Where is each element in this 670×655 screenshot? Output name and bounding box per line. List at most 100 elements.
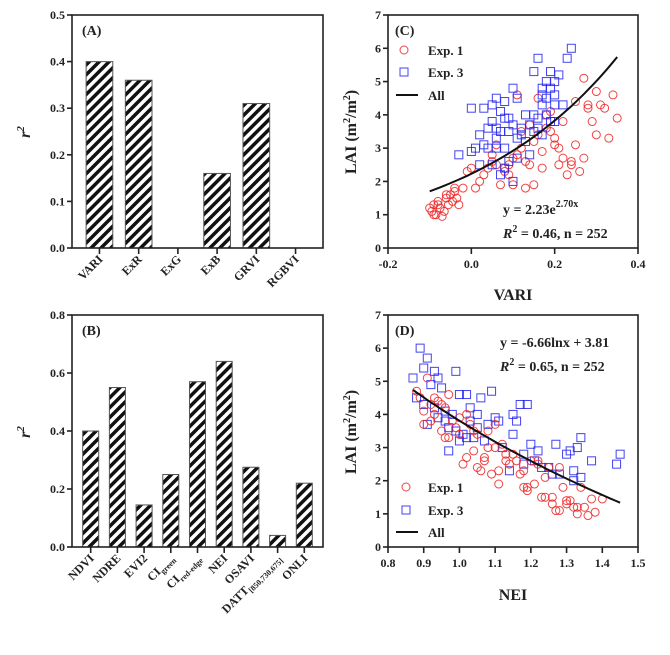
- panel-d-point-exp1: [522, 482, 532, 492]
- panel-d-point-exp1: [579, 502, 589, 512]
- panel-c-scatter: 0 1 2 3 4 5 6 7 -0.2 0.0 0.2 0.4 (C) Exp. 1 Exp. 3 …: [342, 8, 646, 304]
- panel-c-point-exp3: [508, 176, 518, 186]
- panel-d-point-exp3: [437, 383, 447, 393]
- panel-c-point-exp3: [566, 43, 576, 53]
- panel-d-point-exp1: [572, 502, 582, 512]
- panel-d-point-exp3: [508, 429, 518, 439]
- panel-c-point-exp3: [500, 143, 510, 153]
- panel-d-point-exp3: [576, 433, 586, 443]
- panel-c-point-exp3: [466, 103, 476, 113]
- panel-d-xtick-label: 1.4: [595, 556, 610, 570]
- panel-d-point-exp3: [533, 446, 543, 456]
- panel-d-point-exp3: [415, 343, 425, 353]
- panel-c-ytick-label: 3: [375, 141, 381, 155]
- panel-d-xtick-label: 0.9: [416, 556, 431, 570]
- panel-d-point-exp1: [494, 466, 504, 476]
- panel-c-point-exp1: [458, 183, 468, 193]
- panel-c-point-exp1: [431, 210, 441, 220]
- panel-d-r2: R2 = 0.65, n = 252: [499, 357, 605, 375]
- panel-c-plot-frame: [387, 14, 639, 249]
- panel-d-equation: y = -6.66lnx + 3.81: [500, 336, 609, 351]
- panel-c-point-exp1: [452, 193, 462, 203]
- panel-c-point-exp3: [541, 110, 551, 120]
- panel-c-point-exp3: [537, 90, 547, 100]
- panel-c-fit-line: [429, 56, 618, 193]
- panel-d-point-exp1: [444, 390, 454, 400]
- panel-c-point-exp1: [591, 130, 601, 140]
- panel-a-xtick-label: GRVI: [231, 252, 263, 284]
- panel-d-point-exp1: [444, 433, 454, 443]
- panel-d-point-exp3: [487, 386, 497, 396]
- panel-d-scatter: 0 1 2 3 4 5 6 7 0.8 0.9 1.0 1.1 1.2 1.3 1.4 1.5 (D) y =…: [342, 308, 646, 604]
- panel-b-ytick-label: 0.8: [50, 308, 65, 322]
- legend-exp1-marker: [399, 45, 409, 55]
- panel-c-point-exp3: [487, 100, 497, 110]
- panel-c-point-exp3: [521, 136, 530, 146]
- panel-d-point-exp3: [569, 466, 579, 476]
- panel-b-bar-ndre: [108, 387, 126, 548]
- panel-c-point-exp3: [491, 143, 501, 153]
- legend-exp1-label: Exp. 1: [428, 480, 463, 495]
- panel-c-point-exp3: [529, 110, 539, 120]
- panel-d-point-exp3: [451, 366, 461, 376]
- panel-d-point-exp1: [533, 459, 543, 469]
- panel-d-point-exp3: [587, 456, 597, 466]
- panel-d-point-exp1: [419, 419, 429, 429]
- panel-d-point-exp1: [572, 509, 582, 519]
- panel-d-point-exp1: [562, 496, 572, 506]
- panel-c-point-exp3: [491, 123, 501, 133]
- panel-c-point-exp3: [550, 117, 560, 127]
- panel-d-point-exp1: [554, 462, 564, 472]
- panel-c-point-exp1: [558, 153, 568, 163]
- panel-d-point-exp1: [501, 449, 511, 459]
- panel-c-point-exp1: [591, 87, 601, 97]
- panel-d-point-exp3: [422, 353, 432, 363]
- panel-d-ytick-label: 5: [375, 374, 381, 388]
- panel-a-xtick-label: ExR: [119, 252, 145, 278]
- panel-c-point-exp3: [562, 53, 572, 63]
- panel-b-xtick-label: OSAVI: [221, 551, 257, 587]
- panel-c-point-exp1: [579, 153, 589, 163]
- panel-d-y-axis-label: LAI (m2/m2): [342, 390, 360, 474]
- panel-d-point-exp1: [558, 482, 568, 492]
- panel-c-point-exp1: [583, 103, 593, 113]
- panel-d-ytick-label: 7: [375, 308, 381, 322]
- panel-d-point-exp1: [494, 479, 504, 489]
- panel-d-point-exp3: [454, 390, 464, 400]
- panel-c-ytick-label: 0: [375, 241, 381, 255]
- panel-c-point-exp1: [479, 170, 489, 180]
- panel-c-point-exp3: [529, 67, 539, 77]
- panel-d-point-exp1: [490, 419, 500, 429]
- panel-c-point-exp1: [429, 210, 439, 220]
- panel-c-legend: Exp. 1 Exp. 3 All: [396, 43, 464, 103]
- panel-c-point-exp1: [554, 160, 564, 170]
- panel-a-ytick-label: 0.3: [50, 101, 65, 115]
- panel-c-point-exp1: [537, 146, 547, 156]
- panel-b-bar-cigreen: [162, 474, 180, 548]
- panel-d-x-axis-label: NEI: [499, 587, 527, 604]
- panel-c-point-exp1: [433, 200, 443, 210]
- panel-d-point-exp1: [419, 406, 429, 416]
- panel-d-point-exp3: [576, 472, 586, 482]
- panel-d-point-exp3: [444, 446, 454, 456]
- panel-a-xtick-label: ExG: [158, 252, 184, 278]
- legend-exp1-label: Exp. 1: [428, 43, 463, 58]
- panel-b-bar-cired-edge: [188, 381, 207, 548]
- panel-d-point-exp1: [583, 511, 593, 521]
- panel-c-point-exp1: [604, 133, 614, 143]
- panel-a-ytick-label: 0.1: [50, 194, 65, 208]
- panel-d-point-exp3: [615, 449, 625, 459]
- panel-b-bar-osavi: [242, 466, 260, 548]
- legend-exp3-marker: [401, 505, 411, 515]
- panel-d-ytick-label: 4: [375, 407, 381, 421]
- panel-c-point-exp1: [521, 183, 530, 193]
- panel-d-point-exp1: [483, 443, 493, 453]
- panel-d-point-exp1: [487, 469, 497, 479]
- panel-d-point-exp1: [590, 507, 600, 517]
- panel-d-xtick-label: 1.5: [631, 556, 646, 570]
- panel-c-point-exp1: [554, 143, 564, 153]
- panel-b-ytick-label: 0.6: [50, 366, 65, 380]
- panel-c-point-exp1: [575, 166, 585, 176]
- panel-c-point-exp1: [583, 100, 593, 110]
- panel-b-bar-onli: [295, 482, 313, 548]
